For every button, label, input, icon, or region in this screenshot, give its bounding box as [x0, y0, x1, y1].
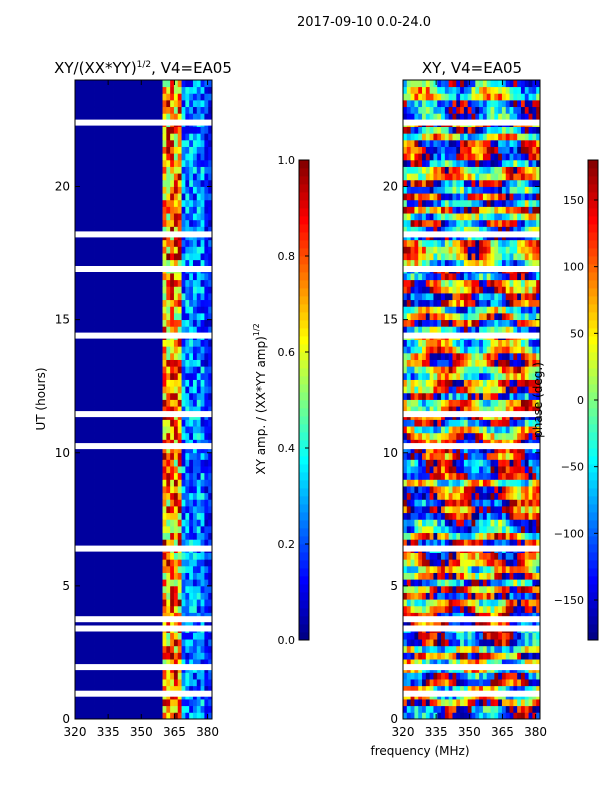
- right-colorbar: −150 −100 −50 0 50 100 150: [554, 159, 599, 641]
- right-x-tick-label: 350: [458, 725, 481, 739]
- right-y-tick-label: 20: [383, 180, 398, 194]
- left-plot-frame: [74, 79, 213, 720]
- right-plot-frame: [402, 79, 541, 720]
- right-colorbar-tick-label: −100: [554, 527, 584, 540]
- left-y-axis: 0 5 10 15 20: [55, 180, 212, 726]
- left-colorbar-tick-label: 0.0: [278, 634, 296, 647]
- right-panel-title: XY, V4=EA05: [422, 59, 522, 77]
- left-y-tick-label: 20: [55, 180, 70, 194]
- left-x-tick-label: 320: [64, 725, 87, 739]
- left-y-tick-label: 5: [62, 579, 70, 593]
- right-colorbar-tick-label: 0: [577, 394, 584, 407]
- right-x-tick-label: 335: [425, 725, 448, 739]
- right-x-tick-label: 320: [392, 725, 415, 739]
- right-y-tick-label: 0: [390, 712, 398, 726]
- left-x-axis: 320 335 350 365 380: [64, 80, 219, 739]
- left-colorbar-tick-label: 0.8: [278, 250, 296, 263]
- left-y-tick-label: 15: [55, 313, 70, 327]
- right-colorbar-tick-label: 50: [570, 327, 584, 340]
- left-colorbar-tick-label: 0.4: [278, 442, 296, 455]
- left-x-tick-label: 365: [163, 725, 186, 739]
- left-colorbar-label: XY amp. / (XX*YY amp)1/2: [252, 323, 268, 474]
- right-x-tick-label: 380: [524, 725, 547, 739]
- figure-suptitle: 2017-09-10 0.0-24.0: [297, 15, 431, 30]
- left-colorbar-tick-label: 1.0: [278, 154, 296, 167]
- left-panel-title: XY/(XX*YY)1/2, V4=EA05: [54, 59, 232, 77]
- left-heatmap: [75, 80, 213, 720]
- left-colorbar-tick-label: 0.2: [278, 538, 296, 551]
- right-y-tick-label: 5: [390, 579, 398, 593]
- left-colorbar: 0.0 0.2 0.4 0.6 0.8 1.0: [278, 154, 310, 647]
- left-x-tick-label: 335: [97, 725, 120, 739]
- right-colorbar-label: phase (deg.): [531, 362, 545, 438]
- right-colorbar-tick-label: −50: [561, 461, 584, 474]
- left-colorbar-tick-label: 0.6: [278, 346, 296, 359]
- right-y-axis: 0 5 10 15 20: [383, 180, 540, 726]
- left-x-tick-label: 350: [130, 725, 153, 739]
- right-x-axis: 320 335 350 365 380: [392, 80, 547, 739]
- right-x-tick-label: 365: [491, 725, 514, 739]
- left-y-tick-label: 10: [55, 446, 70, 460]
- right-heatmap: [403, 80, 541, 720]
- figure-x-axis-label: frequency (MHz): [370, 744, 469, 758]
- left-x-tick-label: 380: [196, 725, 219, 739]
- right-y-tick-label: 10: [383, 446, 398, 460]
- right-colorbar-tick-label: 100: [563, 261, 584, 274]
- left-y-tick-label: 0: [62, 712, 70, 726]
- right-y-tick-label: 15: [383, 313, 398, 327]
- right-colorbar-tick-label: 150: [563, 194, 584, 207]
- left-y-axis-label: UT (hours): [34, 367, 48, 430]
- right-colorbar-tick-label: −150: [554, 594, 584, 607]
